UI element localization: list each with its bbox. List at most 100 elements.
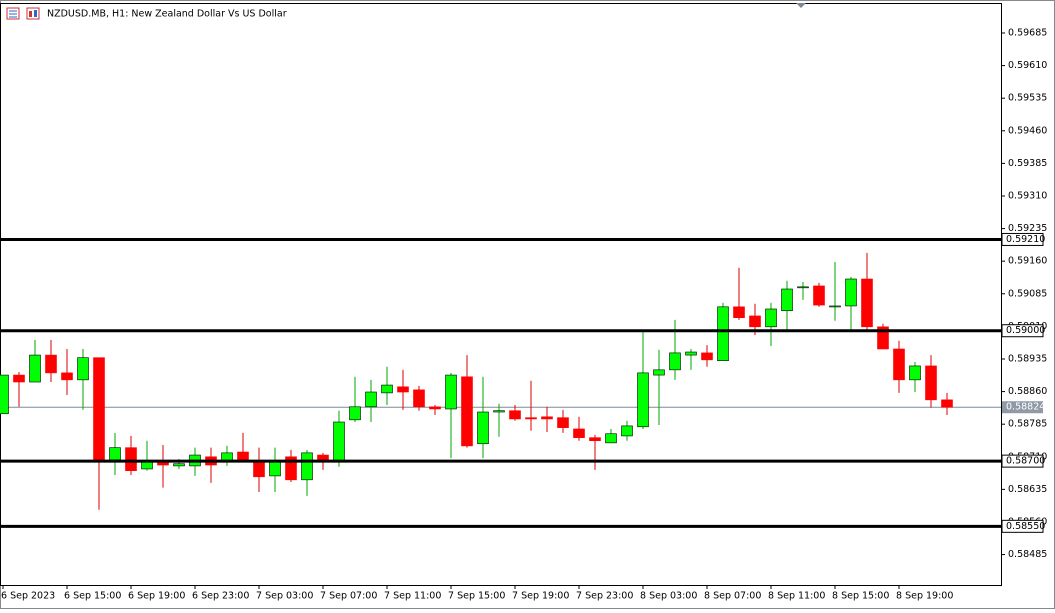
y-tick-label: 0.58860 <box>1008 386 1047 397</box>
candle-body <box>621 425 633 437</box>
candle-body <box>525 417 537 420</box>
candle-body <box>509 410 521 420</box>
current-price-label: 0.58824 <box>1006 402 1045 413</box>
candle-body <box>0 374 9 415</box>
shift-marker <box>796 3 806 8</box>
candle-body <box>333 421 345 463</box>
y-tick-label: 0.59610 <box>1008 60 1047 71</box>
x-tick-label: 6 Sep 15:00 <box>64 591 121 602</box>
y-tick-label: 0.59235 <box>1008 223 1047 234</box>
plot-frame <box>0 3 1002 586</box>
x-tick-label: 7 Sep 11:00 <box>384 591 441 602</box>
y-tick-label: 0.59310 <box>1008 190 1047 201</box>
icon <box>26 7 40 20</box>
y-tick-label: 0.59085 <box>1008 288 1047 299</box>
candle-body <box>557 417 569 428</box>
candle-body <box>893 348 905 381</box>
candle-body <box>285 456 297 481</box>
y-tick-label: 0.59535 <box>1008 93 1047 104</box>
icon-bar <box>34 10 37 17</box>
candle-body <box>13 374 25 383</box>
candle-body <box>925 365 937 401</box>
x-tick-label: 7 Sep 19:00 <box>512 591 569 602</box>
y-tick-label: 0.59685 <box>1008 27 1047 38</box>
candle-body <box>717 306 729 362</box>
candle-body <box>397 386 409 393</box>
candle-body <box>461 376 473 447</box>
y-tick-label: 0.58785 <box>1008 419 1047 430</box>
candle-body <box>605 433 617 444</box>
y-tick-label: 0.58485 <box>1008 549 1047 560</box>
candle-body <box>829 305 841 308</box>
candle-body <box>253 461 265 478</box>
candle-body <box>109 447 121 461</box>
x-tick-label: 7 Sep 07:00 <box>320 591 377 602</box>
candle-body <box>413 389 425 408</box>
candle-body <box>749 315 761 328</box>
candle-body <box>477 411 489 445</box>
candle-body <box>573 428 585 438</box>
candle-body <box>429 406 441 410</box>
candle-body <box>877 326 889 350</box>
candle-body <box>173 463 185 467</box>
y-tick-label: 0.59385 <box>1008 158 1047 169</box>
candle-body <box>941 399 953 408</box>
candle-body <box>365 391 377 408</box>
candle-body <box>221 452 233 461</box>
candle-body <box>301 452 313 481</box>
candle-body <box>493 410 505 413</box>
candle-body <box>77 357 89 381</box>
level-label: 0.59210 <box>1006 234 1045 245</box>
y-tick-label: 0.59460 <box>1008 125 1047 136</box>
x-tick-label: 6 Sep 19:00 <box>128 591 185 602</box>
candle-body <box>93 357 105 461</box>
symbol-icons <box>6 7 40 20</box>
candle-body <box>685 351 697 356</box>
x-tick-label: 8 Sep 15:00 <box>832 591 889 602</box>
candle-body <box>45 354 57 374</box>
x-tick-label: 8 Sep 19:00 <box>896 591 953 602</box>
candle-body <box>653 369 665 376</box>
icon-bar <box>29 11 32 17</box>
candle-body <box>445 374 457 410</box>
candle-body <box>637 372 649 428</box>
candle-body <box>269 461 281 477</box>
level-label-box <box>1001 324 1044 338</box>
level-label-box <box>1001 519 1044 533</box>
chart-title: NZDUSD.MB, H1: New Zealand Dollar Vs US … <box>47 9 287 20</box>
candle-body <box>589 437 601 441</box>
current-price-box <box>1002 401 1043 414</box>
candle-body <box>781 288 793 312</box>
level-label: 0.58700 <box>1006 456 1045 467</box>
level-label: 0.58550 <box>1006 521 1045 532</box>
x-tick-label: 6 Sep 2023 <box>1 591 55 602</box>
x-tick-label: 8 Sep 11:00 <box>768 591 825 602</box>
candle-body <box>29 354 41 383</box>
candle-body <box>765 308 777 328</box>
x-tick-label: 8 Sep 07:00 <box>704 591 761 602</box>
y-tick-label: 0.59160 <box>1008 256 1047 267</box>
candle-body <box>349 406 361 421</box>
y-tick-label: 0.58635 <box>1008 484 1047 495</box>
x-tick-label: 7 Sep 15:00 <box>448 591 505 602</box>
x-tick-label: 7 Sep 03:00 <box>256 591 313 602</box>
candle-body <box>61 372 73 381</box>
candle-body <box>909 365 921 381</box>
candle-body <box>845 278 857 307</box>
candle-body <box>733 306 745 318</box>
candle-body <box>701 352 713 361</box>
candle-body <box>813 285 825 306</box>
level-label-box <box>1001 454 1044 468</box>
level-label-box <box>1001 232 1044 246</box>
x-tick-label: 7 Sep 23:00 <box>576 591 633 602</box>
candle-body <box>669 352 681 371</box>
x-tick-label: 8 Sep 03:00 <box>640 591 697 602</box>
candle-body <box>797 286 809 289</box>
candle-body <box>381 384 393 394</box>
y-tick-label: 0.58935 <box>1008 353 1047 364</box>
x-tick-label: 6 Sep 23:00 <box>192 591 249 602</box>
level-label: 0.59000 <box>1006 325 1045 336</box>
